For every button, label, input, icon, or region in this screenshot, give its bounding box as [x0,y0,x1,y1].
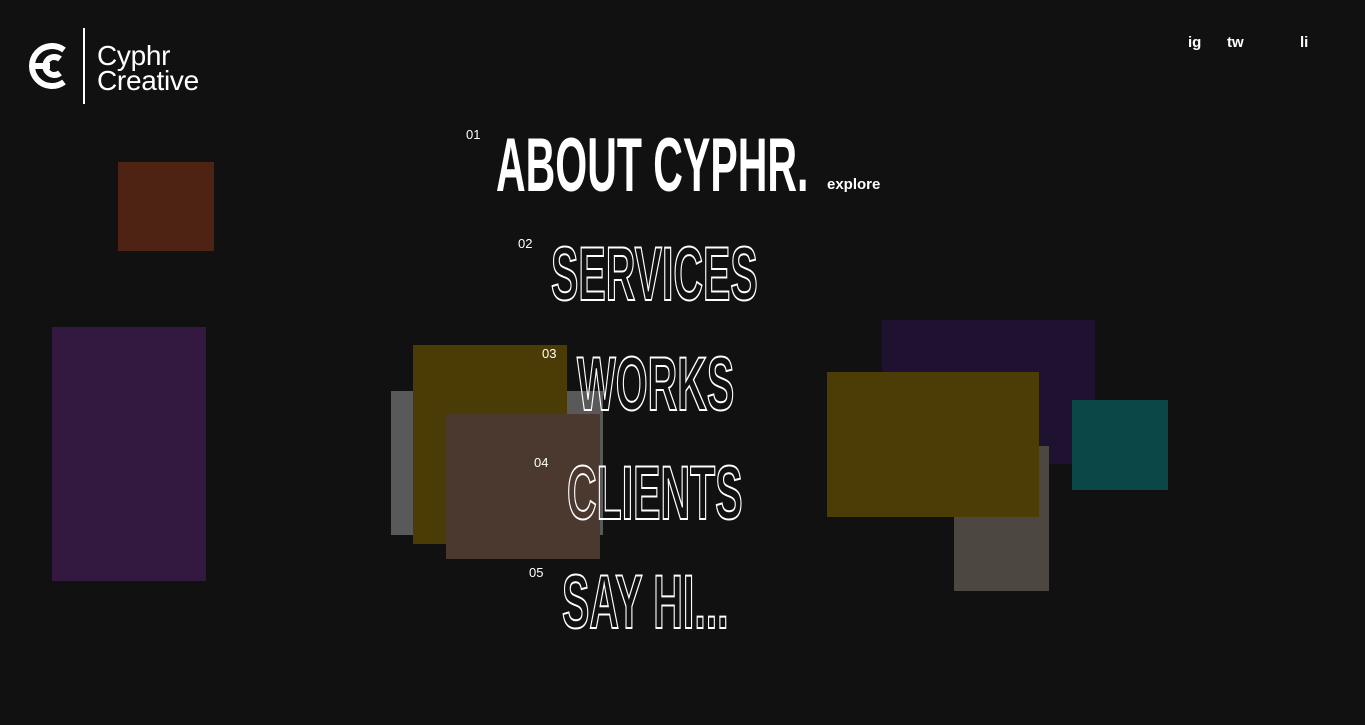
menu-number: 01 [466,127,481,142]
menu-item[interactable]: ABOUT CYPHR. [496,123,809,208]
social-link[interactable]: tw [1227,34,1244,51]
explore-link[interactable]: explore [827,176,881,193]
logo-text[interactable]: Creative [97,65,199,96]
logo-text[interactable]: Cyphr [97,40,171,71]
deco-rect [52,327,206,581]
menu-item[interactable]: CLIENTS [566,451,743,536]
menu-item[interactable]: SERVICES [550,232,758,317]
menu-number: 05 [529,565,544,580]
menu-number: 04 [534,455,549,470]
menu-number: 02 [518,236,533,251]
logo-icon[interactable] [28,40,76,92]
deco-rect [1072,400,1168,490]
logo-divider [83,28,85,104]
deco-rect [118,162,214,251]
deco-rect [827,372,1039,517]
menu-number: 03 [542,346,557,361]
menu-item[interactable]: WORKS [576,342,735,427]
menu-item[interactable]: SAY HI... [561,560,729,645]
social-link[interactable]: li [1300,34,1309,51]
social-link[interactable]: ig [1188,34,1202,51]
deco-rect [446,414,600,559]
